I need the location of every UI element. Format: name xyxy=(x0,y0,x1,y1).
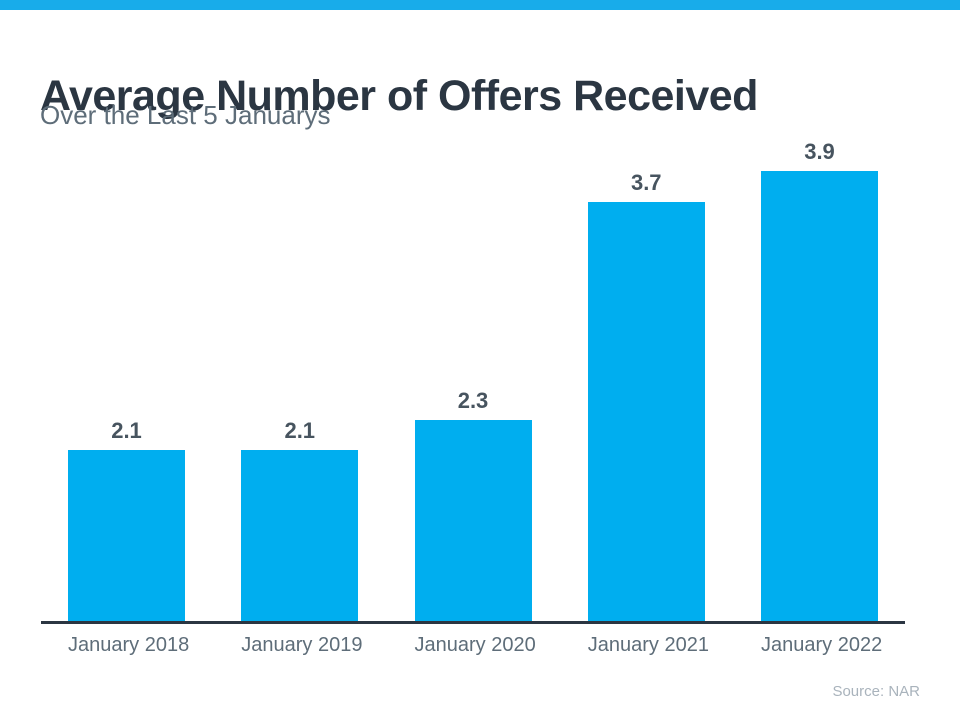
bar xyxy=(587,202,705,621)
x-axis-label: January 2020 xyxy=(414,634,536,656)
bar-value-label: 2.1 xyxy=(284,418,316,443)
bar xyxy=(241,450,359,621)
bar-value-label: 2.3 xyxy=(457,388,489,413)
x-axis-label: January 2021 xyxy=(587,634,709,656)
bar-value-label: 3.9 xyxy=(804,139,835,164)
top-accent-strip xyxy=(0,0,960,10)
x-axis-line xyxy=(41,621,905,624)
x-axis-labels: January 2018 January 2019 January 2020 Janu… xyxy=(41,634,905,656)
x-axis-label: January 2018 xyxy=(68,634,190,656)
bar-value-label: 3.7 xyxy=(630,170,662,195)
plot-area: 2.1 2.1 2.3 3.7 3.9 xyxy=(41,141,905,621)
bar-value-label: 2.1 xyxy=(111,418,142,443)
bar xyxy=(414,420,532,621)
bar-chart: 2.1 2.1 2.3 3.7 3.9 January 2018 January 2019… xyxy=(41,141,905,656)
bar-column: 2.1 xyxy=(241,418,359,621)
x-axis-label: January 2022 xyxy=(761,634,883,656)
x-axis-label: January 2019 xyxy=(241,634,363,656)
source-note: Source: NAR xyxy=(832,683,920,700)
page-title: Average Number of Offers Received xyxy=(40,71,758,120)
bar-column: 3.9 xyxy=(761,141,878,621)
bar-column: 2.1 xyxy=(68,420,185,621)
bar xyxy=(68,450,185,621)
page-subtitle: Over the Last 5 Januarys xyxy=(40,100,331,130)
bar-column: 3.7 xyxy=(587,170,705,621)
bar-column: 2.3 xyxy=(414,388,532,621)
bar xyxy=(761,171,878,621)
